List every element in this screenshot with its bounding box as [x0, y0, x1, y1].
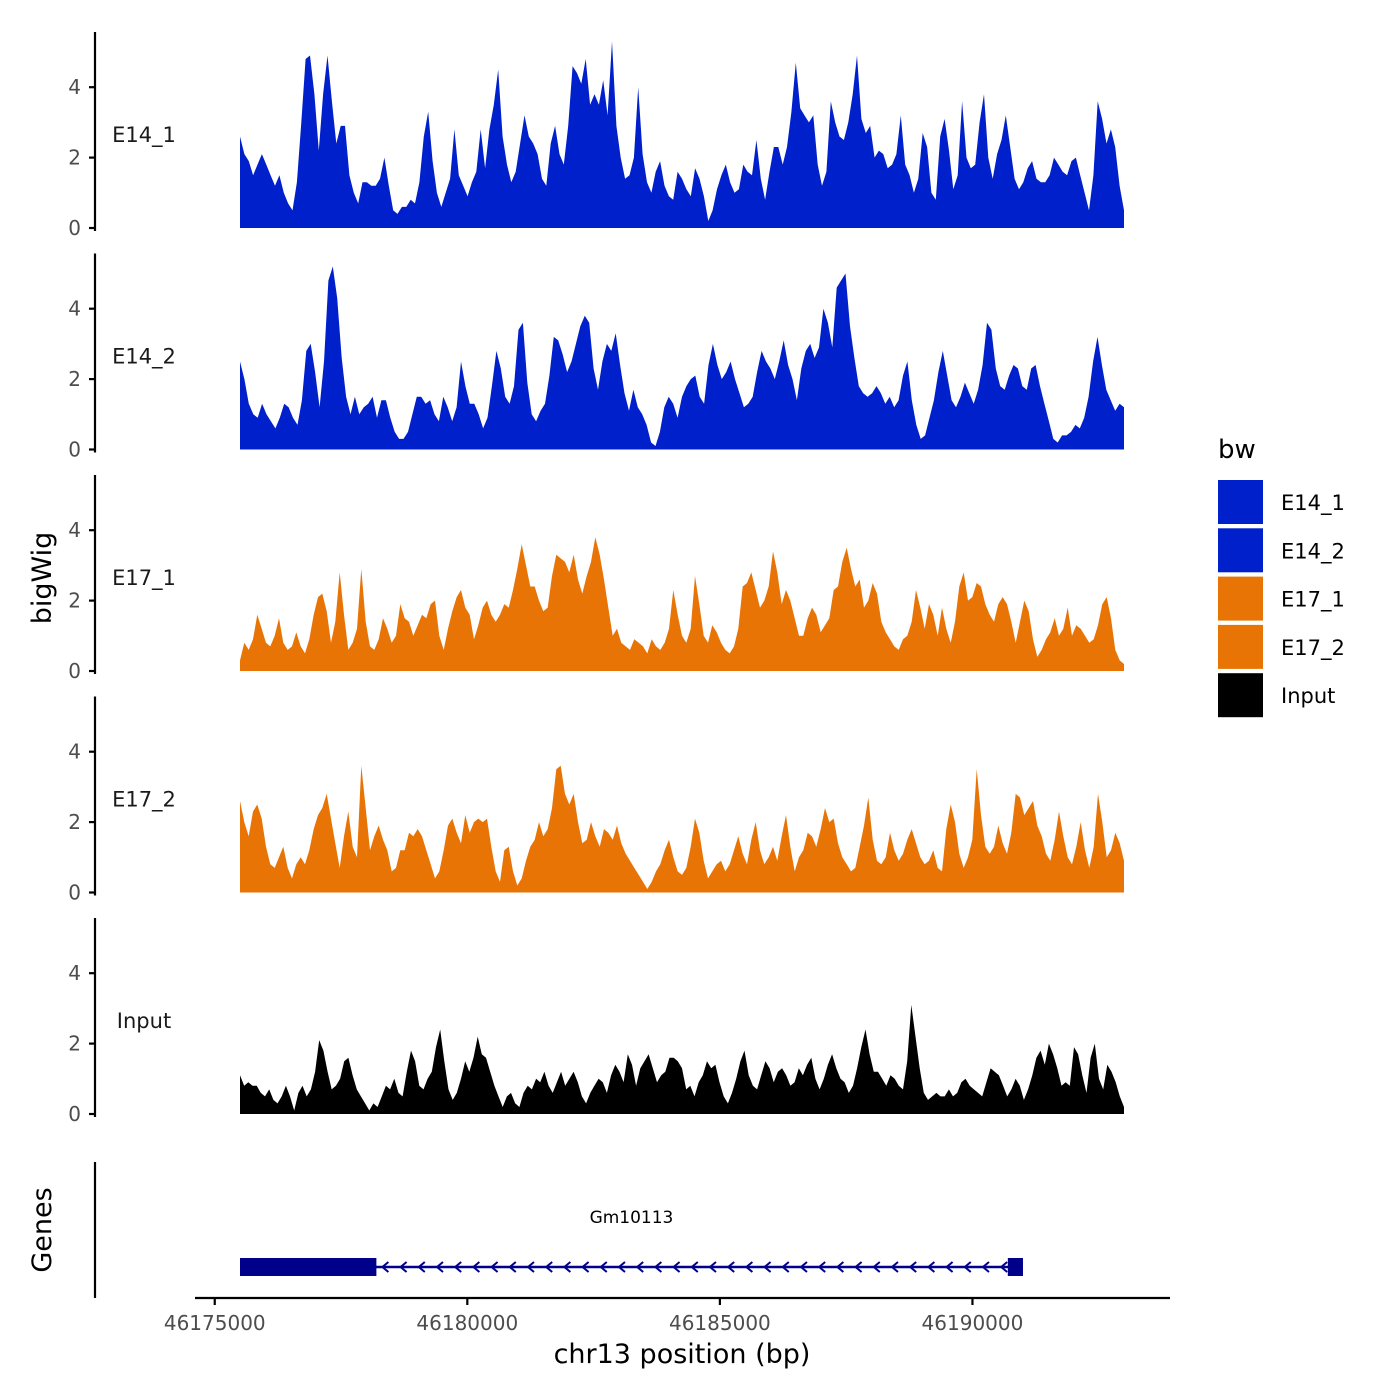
- x-axis-title: chr13 position (bp): [554, 1339, 811, 1370]
- track-label: Input: [117, 1009, 171, 1033]
- strand-arrow: [854, 1261, 863, 1273]
- gene-gm10113: Gm10113: [240, 1208, 1023, 1276]
- strand-arrow: [435, 1261, 444, 1273]
- y-tick-label: 2: [68, 1032, 81, 1056]
- track-panel-e14-1: 0 2 4 E14_1: [68, 32, 1124, 240]
- strand-arrow: [471, 1261, 481, 1273]
- y-tick-label: 0: [68, 1102, 81, 1126]
- track-panel-e17-1: 0 2 4 E17_1: [68, 475, 1124, 683]
- gene-name-label: Gm10113: [590, 1208, 674, 1228]
- x-tick-label: 46185000: [669, 1311, 771, 1335]
- x-tick-label: 46175000: [164, 1311, 266, 1335]
- strand-arrow: [799, 1261, 808, 1273]
- strand-arrow: [399, 1261, 408, 1273]
- legend-swatch: [1218, 624, 1263, 669]
- x-tick-label: 46180000: [416, 1311, 518, 1335]
- strand-arrow: [945, 1261, 954, 1273]
- strand-arrow: [999, 1261, 1008, 1273]
- coverage-area-e17-2: [240, 765, 1124, 893]
- y-tick-label: 4: [68, 518, 81, 542]
- legend: bw E14_1 E14_2 E17_1 E17_2 Input: [1218, 435, 1345, 718]
- coverage-area-e17-1: [240, 537, 1124, 671]
- strand-arrow: [544, 1261, 553, 1273]
- y-tick-label: 2: [68, 367, 81, 391]
- strand-arrow: [781, 1261, 790, 1273]
- y-tick-label: 2: [68, 146, 81, 170]
- y-tick-label: 4: [68, 75, 81, 99]
- y-tick-label: 0: [68, 438, 81, 462]
- strand-arrow: [963, 1261, 972, 1273]
- track-panel-e17-2: 0 2 4 E17_2: [68, 696, 1124, 905]
- strand-arrow: [708, 1261, 717, 1273]
- strand-arrow: [526, 1261, 535, 1273]
- strand-arrow: [380, 1261, 390, 1273]
- legend-swatch: [1218, 480, 1263, 524]
- legend-swatch: [1218, 576, 1263, 621]
- strand-arrow: [763, 1261, 772, 1273]
- track-label: E17_1: [112, 566, 176, 591]
- y-axis-title: bigWig: [27, 532, 58, 625]
- strand-arrow: [453, 1261, 462, 1273]
- strand-arrow: [672, 1261, 681, 1273]
- gene-exon: [1007, 1258, 1023, 1276]
- x-tick-label: 46190000: [922, 1311, 1024, 1335]
- genes-panel: Genes Gm10113: [27, 1162, 1023, 1298]
- strand-arrow: [653, 1261, 663, 1273]
- track-label: E14_1: [112, 123, 176, 148]
- y-tick-label: 4: [68, 740, 81, 764]
- strand-arrow: [835, 1261, 845, 1273]
- strand-arrow: [926, 1261, 936, 1273]
- strand-arrow: [562, 1261, 572, 1273]
- coverage-area-e14-1: [240, 41, 1124, 229]
- tracks-layer: 0 2 4 E14_1 0 2 4 E14_2 0 2 4 E17_1 0 2 4 E17_2 0 2 4 Input: [68, 32, 1124, 1126]
- y-tick-label: 2: [68, 589, 81, 613]
- y-tick-label: 4: [68, 297, 81, 321]
- y-tick-label: 0: [68, 881, 81, 905]
- coverage-area-e14-2: [240, 266, 1124, 450]
- y-tick-label: 0: [68, 659, 81, 683]
- strand-arrow: [872, 1261, 881, 1273]
- y-tick-label: 2: [68, 810, 81, 834]
- strand-arrow: [981, 1261, 990, 1273]
- coverage-area-input: [240, 1004, 1124, 1114]
- track-panel-input: 0 2 4 Input: [68, 918, 1124, 1126]
- legend-label: E14_2: [1281, 539, 1345, 564]
- strand-arrow: [726, 1261, 735, 1273]
- legend-label: E17_1: [1281, 588, 1345, 613]
- legend-title: bw: [1218, 435, 1256, 465]
- track-label: E17_2: [112, 788, 176, 813]
- strand-arrow: [744, 1261, 754, 1273]
- genes-axis-title: Genes: [27, 1187, 58, 1272]
- strand-arrow: [908, 1261, 917, 1273]
- legend-label: E14_1: [1281, 491, 1345, 516]
- strand-arrow: [817, 1261, 826, 1273]
- strand-arrow: [890, 1261, 899, 1273]
- strand-arrow: [690, 1261, 699, 1273]
- y-tick-label: 0: [68, 216, 81, 240]
- gene-exon: [240, 1258, 377, 1276]
- legend-label: E17_2: [1281, 636, 1345, 661]
- legend-swatch: [1218, 528, 1263, 573]
- y-tick-label: 4: [68, 961, 81, 985]
- track-label: E14_2: [112, 345, 176, 370]
- strand-arrow: [490, 1261, 499, 1273]
- strand-arrow: [617, 1261, 626, 1273]
- legend-label: Input: [1281, 684, 1335, 708]
- strand-arrow: [581, 1261, 590, 1273]
- strand-arrow: [635, 1261, 644, 1273]
- x-axis: chr13 position (bp) 46175000 46180000 4618…: [164, 1296, 1170, 1370]
- strand-arrow: [417, 1261, 426, 1273]
- track-panel-e14-2: 0 2 4 E14_2: [68, 253, 1124, 462]
- strand-arrow: [599, 1261, 608, 1273]
- strand-arrow: [508, 1261, 517, 1273]
- legend-swatch: [1218, 673, 1263, 718]
